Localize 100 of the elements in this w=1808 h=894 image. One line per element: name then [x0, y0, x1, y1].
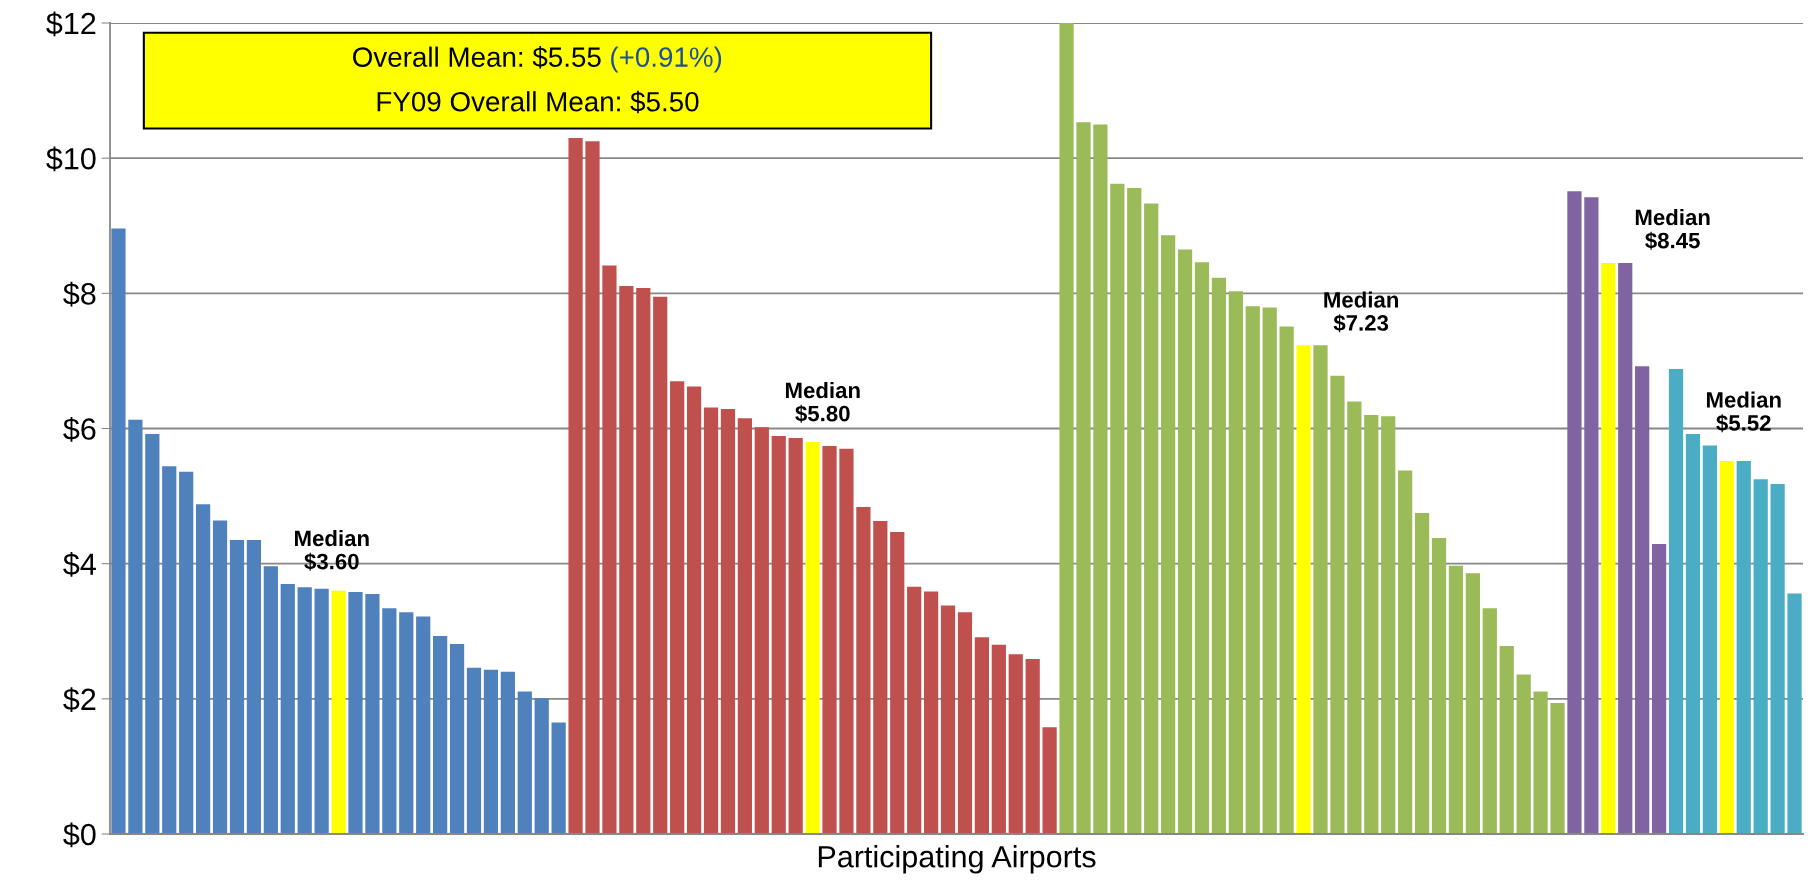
bar — [1550, 702, 1565, 834]
bar — [1398, 470, 1413, 834]
bar — [128, 419, 143, 834]
bar — [670, 381, 685, 834]
annotation: (+0.91%) — [611, 46, 722, 73]
bar — [1177, 249, 1193, 834]
bar — [1770, 483, 1785, 834]
bar — [297, 587, 312, 834]
bar — [754, 427, 769, 834]
bar — [1584, 197, 1599, 834]
bar — [382, 608, 397, 834]
bar — [1533, 691, 1548, 834]
bar — [1110, 183, 1125, 834]
bar — [686, 386, 702, 834]
bar — [145, 433, 160, 834]
y-tick-label: $4 — [63, 552, 96, 577]
bar — [957, 612, 973, 834]
bar — [923, 591, 939, 834]
bar — [1414, 512, 1430, 834]
bar — [1025, 658, 1040, 834]
bar — [1228, 291, 1243, 834]
bar — [703, 407, 719, 834]
x-axis-title: Participating Airports — [818, 845, 1096, 874]
bar — [212, 520, 228, 834]
bar — [416, 616, 431, 834]
bar — [991, 644, 1006, 834]
bar — [399, 612, 414, 834]
y-tick-label: $6 — [63, 416, 96, 442]
bar — [822, 446, 837, 834]
bar — [449, 644, 465, 834]
bar — [263, 566, 278, 834]
bar — [805, 442, 820, 834]
bar — [500, 671, 515, 834]
bar — [771, 435, 786, 834]
bar — [568, 137, 583, 834]
bar — [907, 586, 922, 834]
bar — [873, 521, 888, 834]
bar — [1042, 727, 1057, 834]
bar — [1127, 187, 1142, 834]
annotation: Median $7.23 — [1324, 291, 1399, 333]
bar — [1093, 124, 1108, 834]
bar — [1330, 375, 1345, 834]
bar — [1144, 203, 1159, 834]
bar — [1685, 433, 1701, 834]
bar — [1161, 235, 1176, 834]
bar — [1753, 479, 1768, 834]
annotation: Median $8.45 — [1635, 208, 1710, 250]
y-tick-label: $2 — [63, 687, 96, 713]
bar — [365, 594, 380, 834]
bar — [974, 637, 990, 834]
bar — [111, 228, 126, 834]
bar — [466, 667, 482, 834]
bar — [1618, 262, 1633, 834]
bar — [720, 408, 736, 834]
bar — [162, 466, 177, 834]
bar — [483, 669, 499, 834]
y-tick-label: $12 — [46, 11, 96, 37]
bar — [1499, 646, 1514, 834]
bar — [1313, 345, 1328, 834]
bar — [1702, 445, 1717, 834]
bar — [1076, 122, 1091, 834]
bar — [1448, 565, 1464, 834]
annotation: Median $5.52 — [1706, 391, 1781, 433]
bar — [534, 698, 549, 834]
y-tick-label: $0 — [63, 822, 96, 848]
bar — [890, 531, 905, 834]
bar — [1279, 326, 1294, 834]
bar — [1296, 345, 1311, 834]
bar — [551, 722, 566, 834]
bar — [433, 635, 448, 834]
bar — [1262, 307, 1277, 834]
bar — [280, 583, 295, 834]
bar — [1465, 573, 1480, 834]
y-tick-label: $10 — [46, 146, 96, 172]
bar — [1431, 537, 1447, 834]
annotation: Overall Mean: $5.55 — [353, 46, 601, 69]
bar — [1194, 262, 1210, 834]
bar — [517, 691, 532, 834]
bar — [348, 592, 363, 834]
bar — [1381, 416, 1396, 834]
bar — [1245, 306, 1260, 834]
bar — [940, 605, 956, 834]
bar — [1567, 191, 1582, 834]
bar — [196, 504, 211, 834]
bar — [229, 540, 245, 834]
bar — [1719, 460, 1734, 834]
bar — [1635, 366, 1650, 834]
bar — [1211, 277, 1227, 834]
bar — [856, 506, 871, 834]
bar — [585, 141, 600, 834]
bar — [1516, 674, 1531, 834]
bar — [314, 588, 329, 834]
bar — [788, 437, 803, 834]
bar — [1008, 654, 1023, 834]
bar — [1736, 460, 1751, 834]
bar — [1482, 608, 1497, 834]
bar — [179, 471, 194, 834]
bar — [839, 448, 854, 834]
bar — [1364, 414, 1379, 834]
bar — [1651, 544, 1667, 834]
